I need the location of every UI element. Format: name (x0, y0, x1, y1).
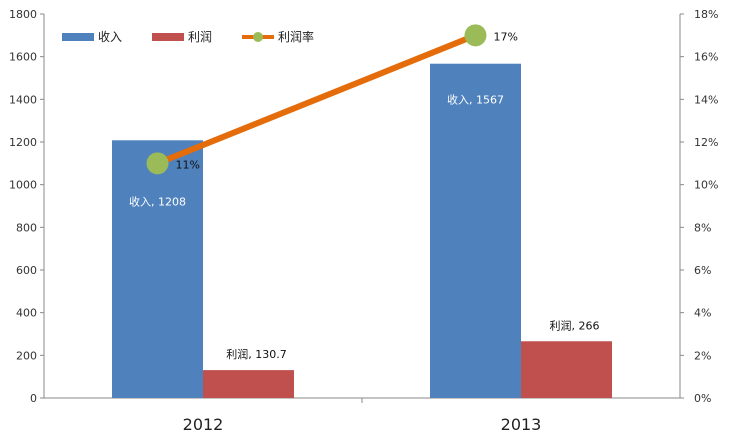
right-tick-label: 8% (694, 221, 711, 234)
legend-label: 利润 (188, 30, 212, 44)
right-tick-label: 2% (694, 349, 711, 362)
bar-data-label: 利润, 266 (550, 318, 600, 332)
bar-data-label: 利润, 130.7 (226, 347, 286, 361)
legend-marker (253, 32, 263, 42)
legend: 收入 利润 利润率 (62, 29, 314, 44)
right-tick-label: 18% (694, 8, 718, 21)
legend-label: 收入 (98, 30, 122, 44)
right-tick-label: 10% (694, 179, 718, 192)
margin-line (146, 24, 487, 175)
bar-data-label: 收入, 1208 (129, 194, 186, 208)
left-tick-label: 0 (30, 392, 37, 405)
bar-revenue (112, 140, 203, 398)
left-tick-label: 200 (16, 349, 37, 362)
left-tick-label: 1000 (9, 179, 37, 192)
left-tick-label: 800 (16, 221, 37, 234)
left-tick-label: 400 (16, 307, 37, 320)
margin-data-label: 11% (176, 158, 200, 171)
right-tick-label: 4% (694, 307, 711, 320)
legend-swatch (62, 33, 94, 41)
margin-point (146, 152, 169, 175)
margin-point (464, 24, 487, 47)
left-tick-label: 1600 (9, 51, 37, 64)
bars (112, 63, 612, 398)
right-axis-ticks: 0% 2% 4% 6% 8% 10% 12% 14% 16% 18% (680, 8, 718, 405)
left-tick-label: 600 (16, 264, 37, 277)
bar-revenue (430, 63, 521, 398)
left-tick-label: 1400 (9, 93, 37, 106)
legend-swatch (152, 33, 184, 41)
legend-label: 利润率 (278, 29, 314, 44)
right-tick-label: 0% (694, 392, 711, 405)
right-tick-label: 14% (694, 93, 718, 106)
margin-data-label: 17% (494, 30, 518, 43)
right-tick-label: 16% (694, 51, 718, 64)
category-label: 2013 (501, 415, 542, 434)
category-labels: 2012 2013 (183, 398, 542, 434)
data-labels: 收入, 1208 利润, 130.7 收入, 1567 利润, 266 11% 17% (129, 30, 600, 361)
margin-line-path (154, 32, 479, 167)
category-label: 2012 (183, 415, 224, 434)
left-tick-label: 1800 (9, 8, 37, 21)
right-tick-label: 6% (694, 264, 711, 277)
bar-profit (521, 341, 612, 398)
left-axis-ticks: 0 200 400 600 800 1000 1200 1400 1600 1800 (9, 8, 44, 405)
bar-data-label: 收入, 1567 (447, 93, 504, 107)
right-tick-label: 12% (694, 136, 718, 149)
left-tick-label: 1200 (9, 136, 37, 149)
bar-profit (203, 370, 294, 398)
